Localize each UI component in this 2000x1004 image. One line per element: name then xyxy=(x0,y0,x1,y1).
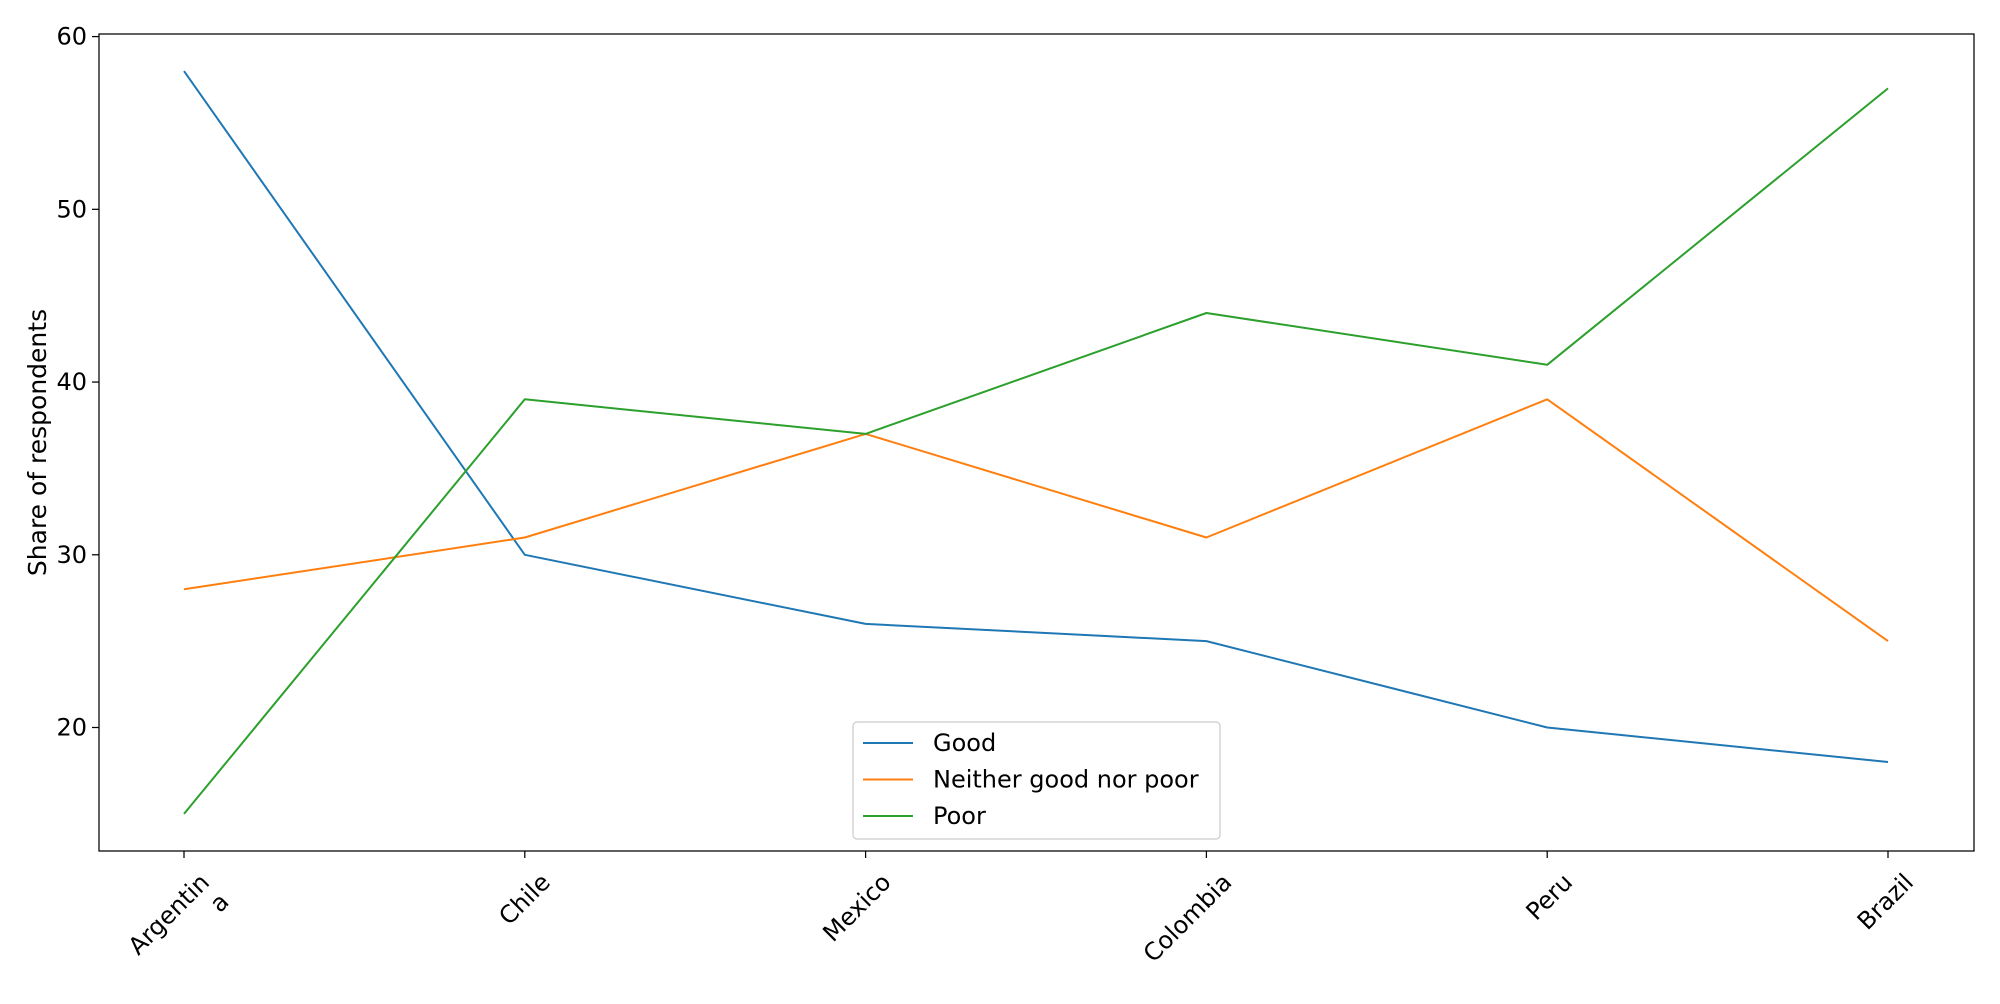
series-line-neither-good-nor-poor xyxy=(183,398,1889,642)
legend-label-neither-good-nor-poor: Neither good nor poor xyxy=(933,766,1199,794)
x-tick-label: Brazil xyxy=(1852,868,1919,935)
axes-frame xyxy=(98,33,1975,852)
series-layer xyxy=(183,70,1889,815)
plot-layer xyxy=(99,34,1974,851)
legend-label-good: Good xyxy=(933,729,996,757)
x-tick-label: Argentina xyxy=(122,868,234,980)
y-tick-label: 60 xyxy=(56,23,87,51)
x-tick-label: Peru xyxy=(1520,868,1578,926)
y-tick-label: 50 xyxy=(56,195,87,223)
legend-label-poor: Poor xyxy=(933,802,986,830)
legend: Good Neither good nor poor Poor xyxy=(852,721,1221,840)
y-tick-label: 30 xyxy=(56,541,87,569)
x-tick-label: Mexico xyxy=(817,868,896,947)
y-axis-title: Share of respondents xyxy=(23,309,52,576)
y-tick-label: 40 xyxy=(56,368,87,396)
y-tick-label: 20 xyxy=(56,714,87,742)
plot-area xyxy=(99,34,1974,851)
x-tick-label: Colombia xyxy=(1138,868,1238,968)
series-line-poor xyxy=(183,87,1889,815)
x-tick-label: Chile xyxy=(493,868,555,930)
legend-box xyxy=(852,721,1221,840)
series-line-good xyxy=(183,70,1889,763)
